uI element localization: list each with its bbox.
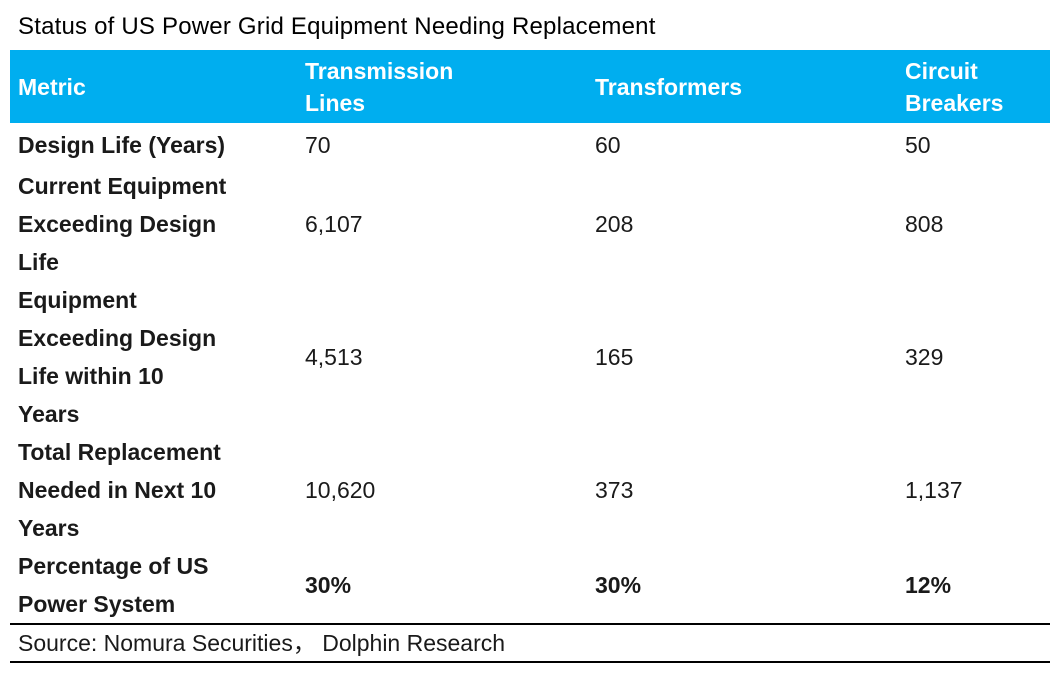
page-title: Status of US Power Grid Equipment Needin… [18,13,656,40]
value-transmission-lines: 4,513 [305,344,363,370]
value-transmission-lines: 70 [305,132,331,158]
equipment-status-table: Metric Transmission Lines Transformers C… [10,50,1050,623]
metric-label: Design Life (Years) [18,132,226,158]
table-row-total-replacement: Total Replacement Needed in Next 10 Year… [10,433,1050,547]
value-transformers: 165 [595,344,634,370]
value-transmission-lines: 30% [305,572,352,598]
source-note: Source: Nomura Securities， Dolphin Resea… [10,623,1050,663]
column-header-transmission-lines: Transmission Lines [297,50,587,123]
value-circuit-breakers: 50 [905,132,931,158]
value-transformers: 30% [595,572,642,598]
metric-label: Percentage of US Power System [18,553,209,617]
column-header-metric: Metric [10,50,297,123]
value-circuit-breakers: 12% [905,572,952,598]
value-transformers: 373 [595,477,634,503]
value-circuit-breakers: 329 [905,344,944,370]
table-header-row: Metric Transmission Lines Transformers C… [10,50,1050,123]
column-header-transformers: Transformers [587,50,897,123]
metric-label: Total Replacement Needed in Next 10 Year… [18,439,221,541]
value-transmission-lines: 6,107 [305,211,363,237]
table-row-exceeding-within-10: Equipment Exceeding Design Life within 1… [10,281,1050,433]
value-transformers: 208 [595,211,634,237]
value-circuit-breakers: 808 [905,211,944,237]
column-header-circuit-breakers: Circuit Breakers [897,50,1050,123]
value-circuit-breakers: 1,137 [905,477,963,503]
table-row-current-exceeding: Current Equipment Exceeding Design Life … [10,167,1050,281]
value-transmission-lines: 10,620 [305,477,376,503]
table-row-percentage: Percentage of US Power System 30% 30% 12… [10,547,1050,623]
value-transformers: 60 [595,132,621,158]
table-row-design-life: Design Life (Years) 70 60 50 [10,123,1050,167]
metric-label: Equipment Exceeding Design Life within 1… [18,287,217,427]
metric-label: Current Equipment Exceeding Design Life [18,173,227,275]
